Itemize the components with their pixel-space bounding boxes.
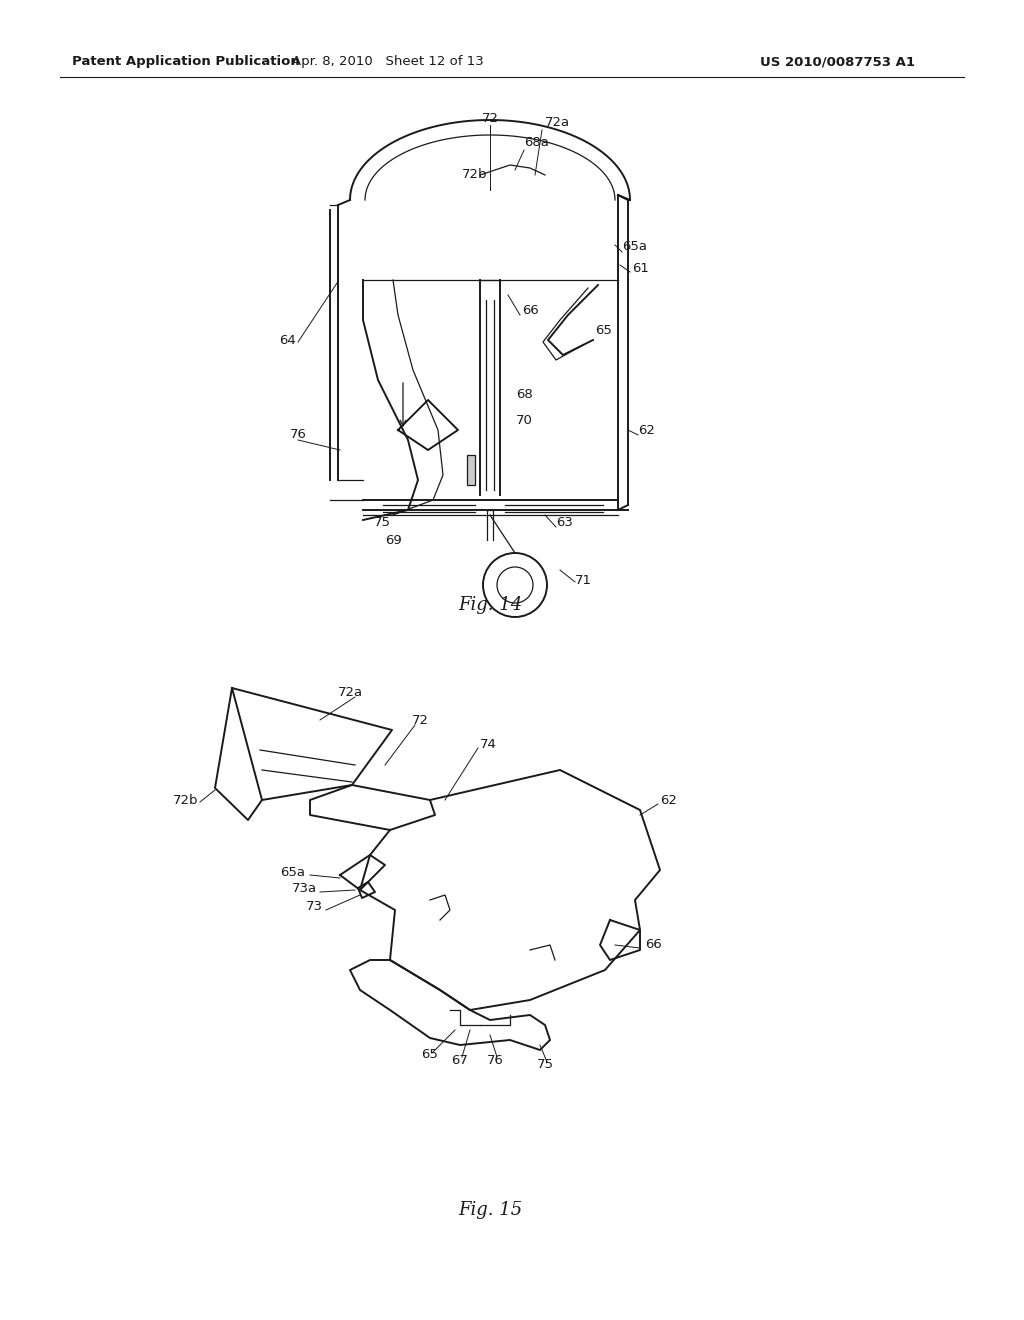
- Text: 73: 73: [306, 899, 323, 912]
- Text: 66: 66: [645, 939, 662, 952]
- Text: Apr. 8, 2010   Sheet 12 of 13: Apr. 8, 2010 Sheet 12 of 13: [292, 55, 484, 69]
- Text: 65: 65: [595, 323, 612, 337]
- Text: 71: 71: [575, 573, 592, 586]
- Text: 68a: 68a: [524, 136, 549, 149]
- Text: 66: 66: [522, 304, 539, 317]
- Text: 65: 65: [422, 1048, 438, 1061]
- Text: 70: 70: [516, 413, 532, 426]
- Text: 76: 76: [486, 1053, 504, 1067]
- Text: 62: 62: [638, 424, 655, 437]
- Text: 74: 74: [480, 738, 497, 751]
- Text: 69: 69: [385, 533, 401, 546]
- Text: 65a: 65a: [280, 866, 305, 879]
- Text: 72: 72: [412, 714, 429, 726]
- Text: 75: 75: [374, 516, 390, 528]
- Text: 68: 68: [516, 388, 532, 401]
- Text: 72b: 72b: [172, 793, 198, 807]
- Text: 72a: 72a: [545, 116, 570, 129]
- Text: 72a: 72a: [338, 686, 362, 700]
- Text: 62: 62: [660, 793, 677, 807]
- Text: 72: 72: [481, 111, 499, 124]
- Text: 63: 63: [556, 516, 572, 528]
- Text: 73a: 73a: [292, 882, 317, 895]
- Text: US 2010/0087753 A1: US 2010/0087753 A1: [760, 55, 915, 69]
- Text: 72b: 72b: [462, 169, 487, 181]
- Text: Fig. 15: Fig. 15: [458, 1201, 522, 1218]
- Text: Patent Application Publication: Patent Application Publication: [72, 55, 300, 69]
- Bar: [467, 455, 475, 484]
- Text: 65a: 65a: [622, 240, 647, 253]
- Text: 64: 64: [280, 334, 296, 346]
- Text: 76: 76: [290, 429, 306, 441]
- Text: 61: 61: [632, 261, 649, 275]
- Text: 75: 75: [537, 1059, 554, 1072]
- Text: 67: 67: [452, 1053, 468, 1067]
- Text: Fig. 14: Fig. 14: [458, 597, 522, 614]
